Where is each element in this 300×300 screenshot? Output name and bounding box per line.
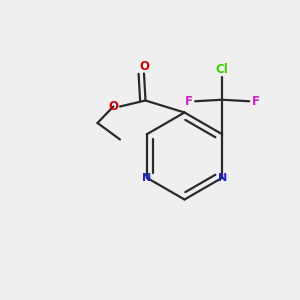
Text: F: F [252, 95, 260, 108]
Text: N: N [218, 173, 227, 183]
Text: O: O [108, 100, 118, 113]
Text: O: O [139, 59, 149, 73]
Text: N: N [142, 173, 152, 183]
Text: F: F [184, 95, 193, 108]
Text: Cl: Cl [216, 63, 229, 76]
